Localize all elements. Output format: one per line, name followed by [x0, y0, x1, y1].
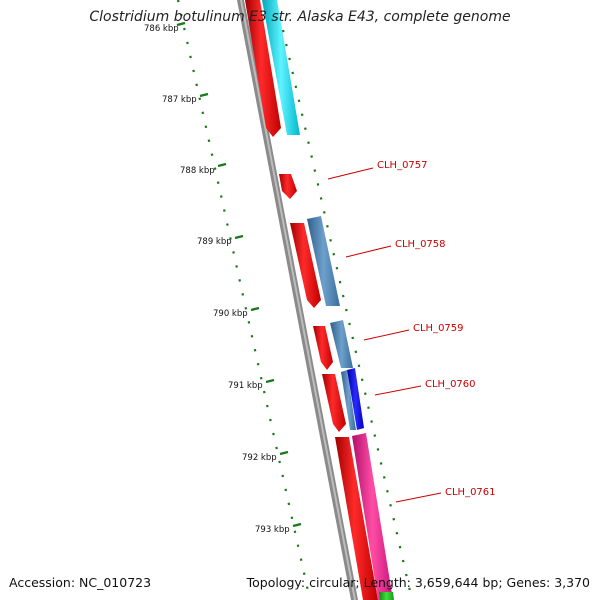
scale-tick: [217, 162, 227, 168]
scale-tick: [176, 21, 186, 27]
inner-dotted-ruler: [281, 29, 411, 591]
cyan-feature: [262, 0, 300, 135]
scale-label: 791 kbp: [228, 381, 263, 391]
scale-tick: [234, 234, 244, 240]
callout-line: [345, 245, 392, 258]
gene-callouts: CLH_0757 CLH_0758 CLH_0759 CLH_0760 CLH_…: [327, 160, 496, 503]
gene-label: CLH_0761: [445, 487, 496, 498]
backbone-highlight: [240, 0, 356, 600]
steelblue-feature: [330, 320, 353, 368]
gene-label: CLH_0757: [377, 160, 428, 171]
genome-summary-text: Topology: circular; Length: 3,659,644 bp…: [246, 575, 590, 590]
gene-label: CLH_0758: [395, 239, 446, 250]
cds-feature: [322, 374, 346, 432]
callout-line: [327, 167, 374, 180]
scale-label: 788 kbp: [180, 166, 215, 176]
scale-tick: [292, 522, 302, 528]
accession-text: Accession: NC_010723: [9, 575, 152, 590]
scale-label: 792 kbp: [242, 453, 277, 463]
page-title: Clostridium botulinum E3 str. Alaska E43…: [89, 9, 511, 25]
callout-line: [395, 492, 442, 503]
scale-tick: [199, 92, 209, 98]
scale-tick: [250, 306, 260, 312]
cds-feature: [290, 223, 321, 308]
scale-tick: [279, 450, 289, 456]
scale-label: 787 kbp: [162, 95, 197, 105]
steelblue-feature: [307, 216, 340, 306]
blue-feature: [347, 368, 364, 430]
green-feature: [379, 592, 394, 600]
cds-feature: [245, 0, 281, 137]
cds-feature: [279, 174, 297, 199]
scale-tick: [265, 378, 275, 384]
scale-label: 786 kbp: [144, 24, 179, 34]
callout-line: [374, 385, 422, 396]
gene-label: CLH_0760: [425, 379, 476, 390]
cds-feature: [313, 326, 333, 370]
steelblue-feature: [341, 370, 356, 430]
scale-label: 790 kbp: [213, 309, 248, 319]
cds-feature: [335, 437, 378, 600]
scale-label: 789 kbp: [197, 237, 232, 247]
scale-ticks: 786 kbp 787 kbp 788 kbp 789 kbp 790 kbp …: [144, 21, 302, 535]
callout-line: [363, 329, 410, 341]
pink-feature: [352, 433, 393, 600]
scale-label: 793 kbp: [255, 525, 290, 535]
outer-dotted-ruler: [176, 0, 309, 589]
gene-label: CLH_0759: [413, 323, 464, 334]
